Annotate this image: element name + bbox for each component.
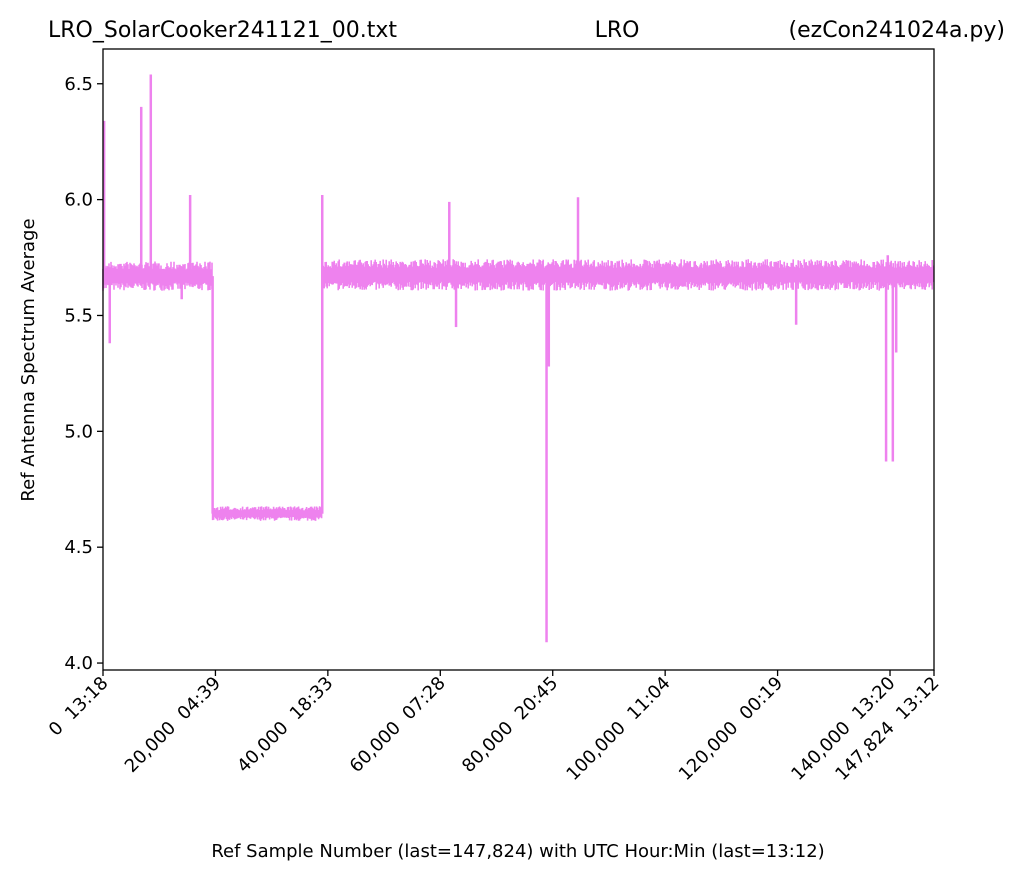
series-band	[321, 259, 934, 291]
station-label: LRO	[595, 18, 640, 43]
x-tick-label: 60,000 07:28	[346, 673, 450, 777]
series-band	[211, 506, 323, 521]
header: LRO_SolarCooker241121_00.txt LRO (ezCon2…	[48, 18, 1005, 43]
x-tick-label: 20,000 04:39	[121, 673, 225, 777]
program-label: (ezCon241024a.py)	[789, 18, 1005, 43]
x-tick-label: 80,000 20:45	[458, 673, 562, 777]
x-tick-label: 40,000 18:33	[233, 673, 337, 777]
data-layer	[102, 74, 934, 643]
plot-frame	[102, 48, 935, 671]
x-axis: 0 13:18 20,000 04:39 40,000 18:33 60,000 07…	[45, 670, 944, 785]
y-tick-label: 6.5	[64, 74, 93, 95]
y-tick-label: 5.0	[64, 421, 93, 442]
y-axis-label: Ref Antenna Spectrum Average	[18, 218, 39, 501]
plot-area	[102, 48, 935, 671]
x-tick-label: 0 13:18	[45, 673, 113, 741]
x-tick-label: 120,000 00:19	[675, 673, 787, 785]
y-tick-label: 6.0	[64, 190, 93, 211]
series-band	[102, 261, 213, 291]
y-tick-label: 4.0	[64, 653, 93, 674]
y-tick-label: 4.5	[64, 537, 93, 558]
x-axis-label: Ref Sample Number (last=147,824) with UT…	[211, 841, 824, 862]
chart-title: LRO_SolarCooker241121_00.txt	[48, 18, 397, 43]
y-axis: 4.0 4.5 5.0 5.5 6.0 6.5	[64, 74, 103, 674]
y-tick-label: 5.5	[64, 305, 93, 326]
x-tick-label: 100,000 11:04	[562, 673, 674, 785]
